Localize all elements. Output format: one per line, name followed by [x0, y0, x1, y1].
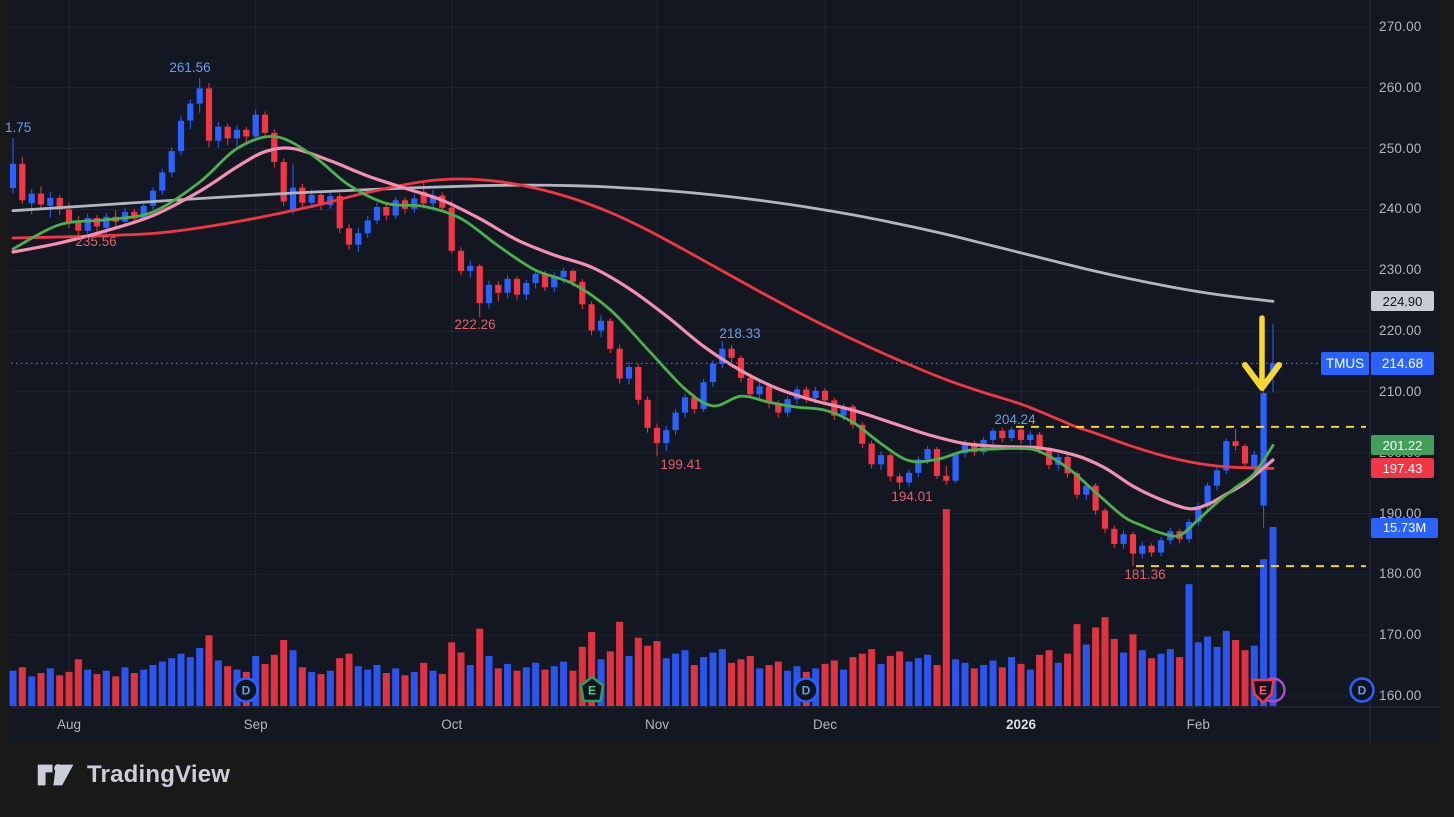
ma-mid-pink[interactable] [11, 146, 1275, 511]
svg-text:D: D [1358, 684, 1367, 698]
price-tick-240.00: 240.00 [1379, 201, 1422, 217]
month-label-Dec: Dec [813, 717, 837, 732]
ma-gray-price-badge: 224.90 [1371, 291, 1434, 312]
high-label-261.56: 261.56 [169, 60, 210, 75]
high-label-218.33: 218.33 [719, 326, 760, 341]
symbol-ticker-badge[interactable]: TMUS [1321, 351, 1369, 375]
month-label-Aug: Aug [57, 717, 81, 732]
low-label-235.56: 235.56 [75, 234, 116, 249]
earnings-upcoming-marker[interactable]: E [1251, 677, 1286, 704]
ma-slow-red[interactable] [11, 177, 1275, 470]
svg-text:E: E [588, 684, 596, 698]
high-label-204.24: 204.24 [994, 412, 1036, 427]
svg-text:E: E [1259, 684, 1267, 698]
tradingview-logo-text: TradingView [87, 761, 231, 788]
high-label-1.75: 1.75 [5, 120, 31, 135]
ma-green-price-badge: 201.22 [1371, 435, 1434, 456]
ma-long-gray[interactable] [11, 183, 1275, 303]
last-price-badge: 214.68 [1371, 351, 1434, 375]
month-label-Feb: Feb [1187, 717, 1210, 732]
tradingview-logo-icon [37, 764, 74, 786]
month-label-Sep: Sep [244, 717, 268, 732]
ma-red-price-badge: 197.43 [1371, 458, 1434, 479]
low-label-222.26: 222.26 [454, 317, 495, 332]
price-tick-180.00: 180.00 [1379, 566, 1422, 582]
price-tick-230.00: 230.00 [1379, 262, 1422, 278]
dividend-marker[interactable]: D [1349, 677, 1375, 703]
dividend-marker[interactable]: D [793, 677, 819, 703]
price-tick-270.00: 270.00 [1379, 19, 1422, 34]
earnings-marker[interactable]: E [579, 675, 605, 703]
price-tick-220.00: 220.00 [1379, 323, 1422, 339]
price-tick-260.00: 260.00 [1379, 79, 1422, 95]
dividend-marker[interactable]: D [233, 677, 259, 703]
ma-fast-green[interactable] [11, 135, 1275, 538]
price-tick-170.00: 170.00 [1379, 627, 1422, 643]
price-extreme-labels: 1.75 261.56 235.56 222.26 218.33 199.41 194.01… [5, 60, 1166, 582]
low-label-181.36: 181.36 [1124, 567, 1165, 582]
volume-badge: 15.73M [1371, 517, 1438, 538]
volume-bars [9, 509, 1277, 706]
chart-background [11, 0, 1440, 742]
month-label-Nov: Nov [645, 717, 669, 732]
price-tick-190.00: 190.00 [1379, 505, 1422, 521]
time-axis-labels[interactable]: Aug Sep Oct Nov Dec 2026 Feb [57, 717, 1210, 732]
month-label-2026: 2026 [1006, 717, 1037, 732]
low-label-194.01: 194.01 [891, 489, 932, 504]
price-tick-250.00: 250.00 [1379, 140, 1422, 156]
low-label-199.41: 199.41 [660, 457, 701, 472]
down-arrow-annotation[interactable] [1242, 315, 1282, 391]
price-tick-210.00: 210.00 [1379, 383, 1422, 399]
price-tick-160.00: 160.00 [1379, 688, 1422, 703]
svg-text:D: D [802, 684, 811, 698]
tradingview-logo[interactable]: TradingView [36, 757, 230, 793]
month-label-Oct: Oct [441, 717, 462, 732]
svg-text:D: D [242, 684, 251, 698]
